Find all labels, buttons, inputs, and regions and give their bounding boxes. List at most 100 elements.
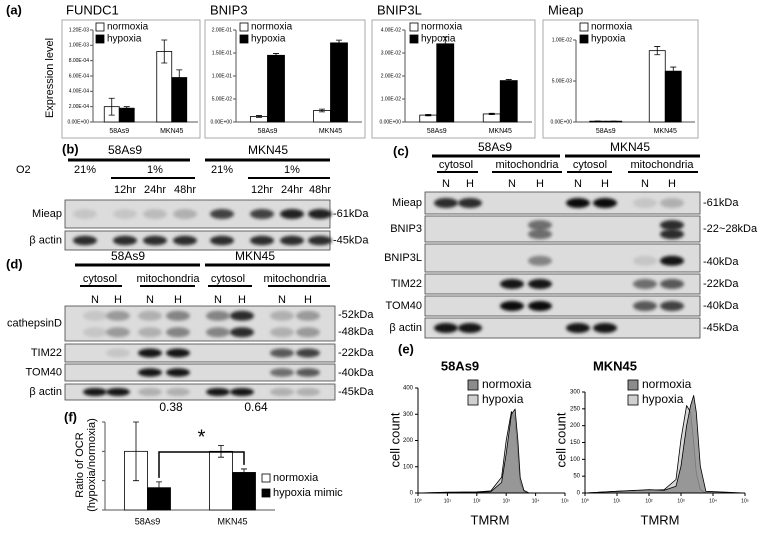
row-label: TIM22: [31, 347, 62, 359]
x-tick-label: 58As9: [596, 128, 616, 135]
blot-band: [500, 301, 524, 311]
x-tick-label: 10⁰: [581, 498, 589, 504]
fraction-label: mitochondria: [631, 159, 695, 171]
bar: [648, 50, 666, 123]
size-marker: -22~28kDa: [703, 223, 758, 235]
fraction-label: mitochondria: [137, 273, 201, 285]
legend-label: normoxia: [273, 472, 319, 484]
blot-band: [138, 388, 162, 396]
y-axis-label: Expression level: [44, 38, 56, 118]
size-marker: -45kDa: [703, 322, 739, 334]
size-marker: -22kDa: [703, 278, 739, 290]
error-bar: [505, 79, 512, 83]
blot-strip: [424, 317, 701, 339]
blot-band: [230, 310, 254, 321]
y-tick-label: 200: [403, 438, 414, 444]
blot-band: [138, 348, 162, 358]
blot-band: [566, 323, 590, 333]
blot-band: [83, 310, 107, 321]
blot-band: [528, 220, 552, 231]
error-bar: [161, 39, 168, 64]
y-tick-label: 4.00E-02: [381, 27, 402, 33]
legend-swatch: [261, 473, 271, 483]
legend-label: hypoxia: [421, 34, 456, 45]
blot-band: [434, 323, 458, 333]
blot-band: [173, 209, 197, 219]
lane-label: H: [601, 178, 609, 190]
y-tick-label: 6.00E-04: [69, 73, 90, 79]
lane-label: H: [668, 178, 676, 190]
error-bar: [108, 97, 115, 116]
y-tick-label: 5.00E-03: [552, 78, 573, 84]
error-bar: [156, 481, 162, 494]
lane-label: N: [641, 178, 649, 190]
row-label: TOM40: [386, 300, 422, 312]
bar: [330, 42, 348, 123]
x-tick-label: MKN45: [217, 516, 247, 526]
blot-band: [83, 327, 107, 338]
panel-label: (b): [62, 141, 79, 156]
y-tick-label: 2.00E-02: [381, 73, 402, 79]
blot-band: [143, 209, 167, 219]
blot-band: [566, 198, 590, 208]
x-tick-label: 58As9: [109, 128, 129, 135]
blot-strip: [64, 363, 336, 382]
x-tick-label: MKN45: [319, 128, 342, 135]
panel-label: (d): [6, 256, 23, 271]
legend-label: hypoxia mimic: [273, 487, 343, 499]
row-label: Mieap: [32, 208, 62, 220]
blot-strip: [64, 383, 336, 401]
legend-swatch: [627, 379, 639, 391]
size-marker: -48kDa: [338, 326, 374, 338]
time-label: 12hr: [114, 184, 136, 196]
blot-band: [138, 368, 162, 377]
y-tick-label: 300: [403, 412, 414, 418]
legend-label: hypoxia: [482, 392, 524, 406]
blot-band: [528, 301, 552, 311]
legend-label: hypoxia: [107, 34, 142, 45]
blot-band: [660, 198, 684, 208]
blot-band: [106, 388, 130, 396]
blot-band: [143, 235, 167, 246]
blot-band: [660, 229, 684, 240]
legend-label: normoxia: [421, 22, 463, 33]
blot-band: [633, 279, 657, 289]
blot-band: [270, 348, 294, 358]
blot-band: [166, 348, 190, 358]
x-tick-label: 10²: [645, 498, 653, 504]
y-axis-label: (hypoxia/normoxia): [86, 418, 98, 512]
y-axis-label: cell count: [387, 412, 402, 467]
legend-swatch: [239, 22, 249, 32]
y-tick-label: 1.20E-03: [69, 27, 90, 33]
row-label: TIM22: [391, 278, 422, 290]
blot-band: [166, 388, 190, 396]
y-tick-label: 0: [577, 491, 581, 497]
blot-band: [633, 301, 657, 311]
blot-band: [250, 235, 274, 246]
blot-band: [280, 209, 304, 219]
blot-band: [270, 327, 294, 338]
lane-label: H: [304, 294, 312, 306]
histogram-area: [584, 405, 745, 494]
lane-label: H: [536, 178, 544, 190]
y-tick-label: 5.00E-02: [212, 96, 233, 102]
legend-label: normoxia: [482, 377, 532, 391]
group-label: 58As9: [478, 140, 512, 154]
blot-band: [206, 310, 230, 321]
size-marker: -40kDa: [703, 256, 739, 268]
x-tick-label: 58As9: [427, 128, 447, 135]
blot-band: [296, 310, 320, 321]
blot-band: [296, 348, 320, 358]
legend-swatch: [95, 34, 105, 44]
blot-band: [73, 209, 97, 219]
time-label: 48hr: [174, 184, 196, 196]
chart-frame: [204, 19, 366, 139]
lane-label: H: [238, 294, 246, 306]
time-label: 24hr: [281, 184, 303, 196]
y-tick-label: 0.00E+00: [210, 119, 232, 125]
blot-strip: [424, 243, 701, 273]
blot-band: [308, 235, 332, 246]
error-bar: [488, 112, 495, 116]
group-label: MKN45: [610, 140, 650, 154]
